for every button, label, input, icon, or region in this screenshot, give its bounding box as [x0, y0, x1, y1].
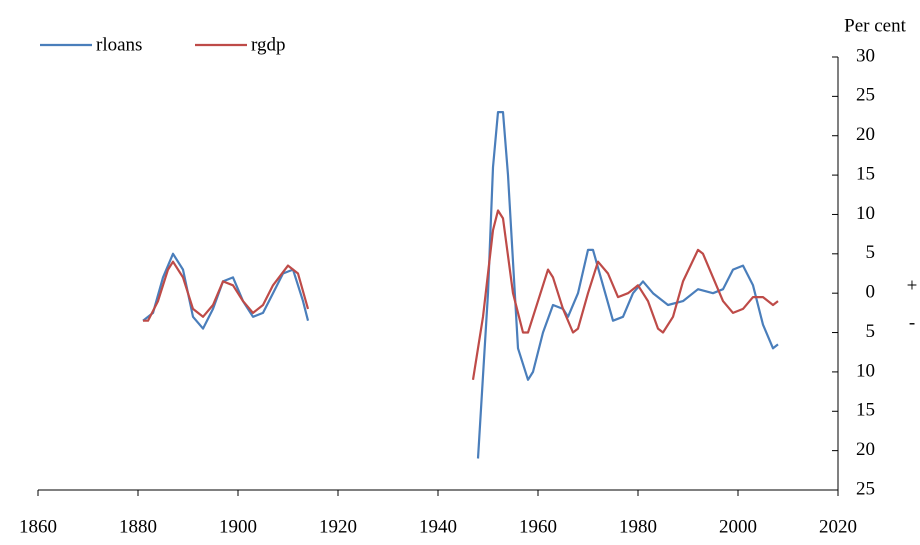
y-tick-label: 25 — [856, 478, 875, 499]
x-tick-label: 1900 — [219, 516, 257, 537]
y-tick-label: 5 — [866, 242, 876, 263]
x-tick-label: 2000 — [719, 516, 757, 537]
y-tick-label: 5 — [866, 321, 876, 342]
y-tick-label: 30 — [856, 45, 875, 66]
y-tick-label: 20 — [856, 124, 875, 145]
y-tick-label: 15 — [856, 163, 875, 184]
series-line — [143, 209, 779, 380]
x-tick-label: 1960 — [519, 516, 557, 537]
y-tick-label: 20 — [856, 439, 875, 460]
y-tick-label: 10 — [856, 360, 875, 381]
annotation: + — [907, 275, 918, 296]
y-tick-label: 15 — [856, 400, 875, 421]
x-tick-label: 1940 — [419, 516, 457, 537]
x-tick-label: 1920 — [319, 516, 357, 537]
annotation: - — [909, 312, 915, 333]
x-tick-label: 1860 — [19, 516, 57, 537]
y-tick-label: 0 — [866, 282, 876, 303]
legend-label: rloans — [96, 34, 142, 55]
x-tick-label: 2020 — [819, 516, 857, 537]
y-tick-label: 25 — [856, 85, 875, 106]
y-axis-label: Per cent — [844, 15, 906, 36]
x-tick-label: 1880 — [119, 516, 157, 537]
y-tick-label: 10 — [856, 203, 875, 224]
legend-label: rgdp — [251, 34, 285, 55]
x-tick-label: 1980 — [619, 516, 657, 537]
series-line — [142, 111, 779, 459]
